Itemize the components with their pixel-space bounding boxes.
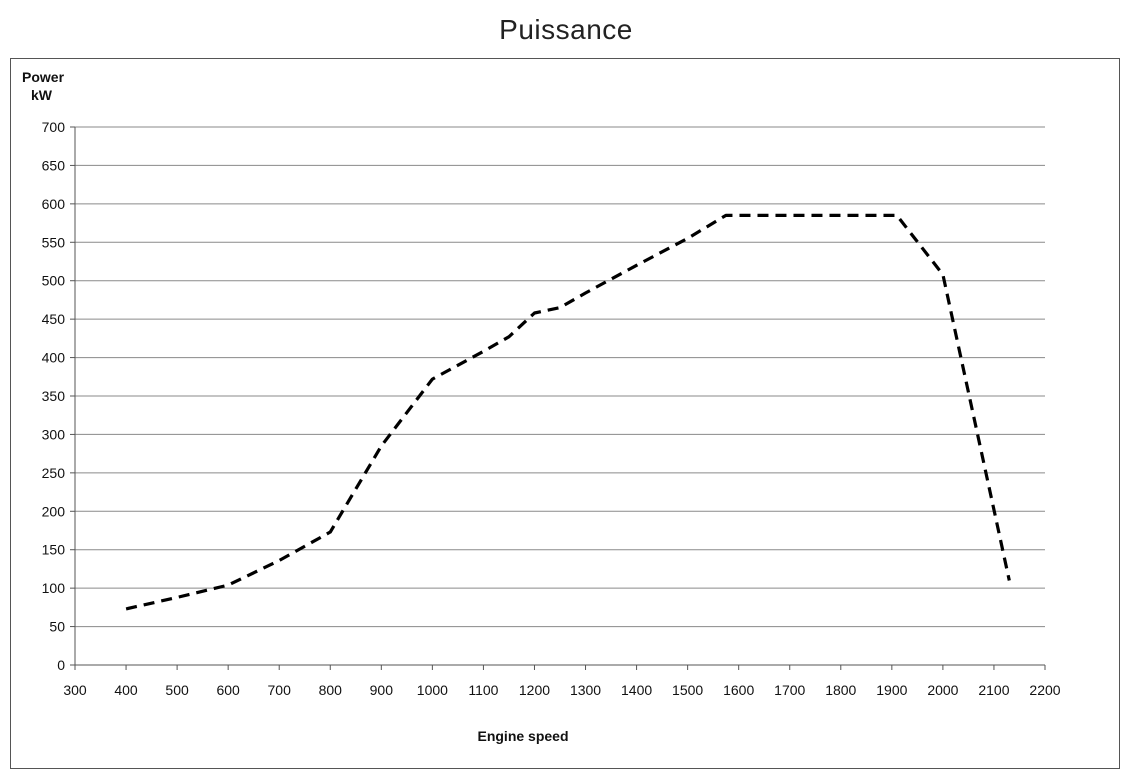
y-tick-label-550: 550 [42,234,66,250]
y-tick-label-50: 50 [49,619,65,635]
y-tick-label-450: 450 [42,311,66,327]
y-tick-label-400: 400 [42,350,66,366]
y-tick-label-200: 200 [42,503,66,519]
series-line-0 [125,213,1011,611]
x-tick-label-2100: 2100 [978,682,1009,698]
chart-frame [10,58,1120,769]
x-tick-label-500: 500 [165,682,189,698]
x-tick-label-1700: 1700 [774,682,805,698]
x-tick-label-1800: 1800 [825,682,856,698]
y-tick-label-300: 300 [42,426,66,442]
x-tick-label-300: 300 [63,682,87,698]
x-tick-label-900: 900 [370,682,394,698]
x-tick-label-1400: 1400 [621,682,652,698]
y-tick-label-100: 100 [42,580,66,596]
y-axis-title-line1: Power [22,69,65,85]
axes [70,126,1046,670]
y-tick-label-700: 700 [42,119,66,135]
x-tick-label-1300: 1300 [570,682,601,698]
y-tick-label-600: 600 [42,196,66,212]
y-tick-label-500: 500 [42,273,66,289]
x-tick-label-1600: 1600 [723,682,754,698]
x-tick-label-400: 400 [114,682,138,698]
x-axis-title: Engine speed [477,728,568,744]
y-axis-title-line2: kW [31,87,53,103]
x-tick-label-2000: 2000 [927,682,958,698]
y-tick-label-650: 650 [42,157,66,173]
y-tick-label-250: 250 [42,465,66,481]
x-tick-label-1500: 1500 [672,682,703,698]
y-tick-label-150: 150 [42,542,66,558]
x-tick-label-1200: 1200 [519,682,550,698]
x-tick-label-700: 700 [268,682,292,698]
x-tick-label-2200: 2200 [1029,682,1060,698]
y-tick-label-350: 350 [42,388,66,404]
x-tick-labels: 300 400 500 600 700 800 900 1000 1100 1200 1300 140… [63,682,1060,698]
x-tick-label-800: 800 [319,682,343,698]
y-tick-labels: 0 50 100 150 200 250 300 350 400 450 500 550 600 650 7… [42,119,66,673]
x-tick-label-600: 600 [216,682,240,698]
grid-lines [75,126,1045,628]
x-tick-label-1100: 1100 [468,682,498,698]
y-tick-label-0: 0 [57,657,65,673]
series-lines [125,213,1011,611]
chart-title: Puissance [499,14,633,45]
x-tick-label-1000: 1000 [417,682,448,698]
x-tick-label-1900: 1900 [876,682,907,698]
